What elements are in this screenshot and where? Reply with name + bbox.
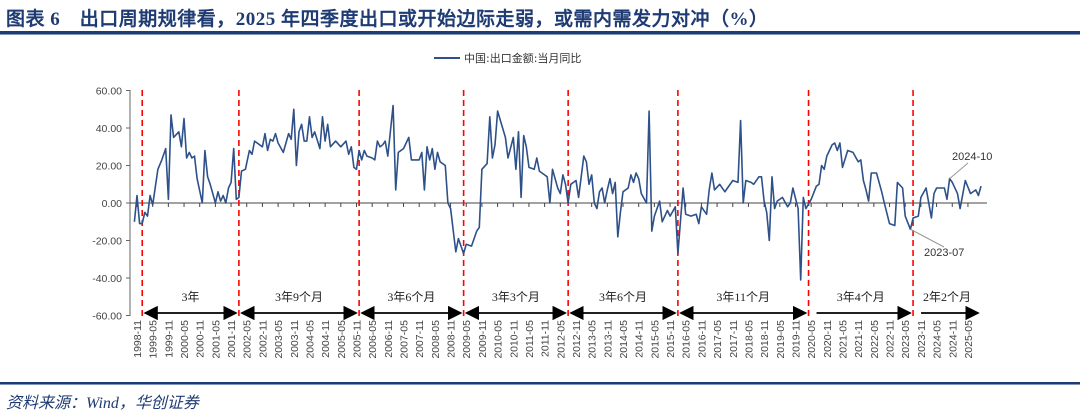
x-tick-label: 2017-11 [728,320,740,358]
cycle-span-label: 2年2个月 [923,290,971,304]
y-tick-label: -60.00 [92,311,122,323]
x-tick-label: 2014-11 [634,320,646,358]
source-note: 资料来源：Wind，华创证券 [6,395,199,412]
cycle-span-label: 3年3个月 [492,290,540,304]
x-tick-label: 2024-05 [932,320,944,359]
x-tick-label: 2018-11 [759,320,771,358]
x-tick-label: 2012-05 [555,320,567,359]
x-tick-label: 2024-11 [947,320,959,358]
x-tick-label: 2004-05 [304,320,316,359]
annotation-label: 2024-10 [952,151,992,163]
x-tick-label: 2020-05 [806,320,818,359]
x-tick-label: 1998-11 [132,320,144,358]
x-tick-label: 2008-11 [446,320,458,358]
cycle-span-label: 3年6个月 [599,290,647,304]
y-tick-label: 40.00 [96,123,122,135]
x-tick-label: 2019-05 [775,320,787,359]
x-tick-label: 2002-11 [257,320,269,358]
chart-title: 图表 6 出口周期规律看，2025 年四季度出口或开始边际走弱，或需内需发力对冲… [6,9,769,30]
x-tick-label: 2014-05 [618,320,630,359]
legend-label: 中国:出口金额:当月同比 [464,51,581,65]
x-tick-label: 2020-11 [822,320,834,358]
x-tick-label: 2011-11 [540,320,552,357]
x-tick-label: 2009-11 [477,320,489,358]
x-tick-label: 2023-05 [900,320,912,359]
x-tick-label: 2008-05 [430,320,442,359]
annotation-label: 2023-07 [924,247,964,259]
x-tick-label: 2018-05 [743,320,755,359]
x-tick-label: 2023-11 [916,320,928,358]
y-tick-label: 20.00 [96,161,122,173]
x-tick-label: 2022-11 [885,320,897,358]
x-tick-label: 2016-11 [696,320,708,358]
footer-divider [0,382,1080,385]
x-tick-label: 1999-05 [148,320,160,359]
x-tick-label: 2015-11 [665,320,677,358]
x-tick-label: 2010-11 [508,320,520,358]
cycle-span-label: 3年11个月 [716,290,770,304]
x-tick-label: 2025-05 [963,320,975,359]
annotation-leader [949,162,969,180]
cycle-span-label: 3年4个月 [837,290,885,304]
x-tick-label: 2012-11 [571,320,583,358]
x-tick-label: 2002-05 [242,320,254,359]
x-tick-label: 2010-05 [493,320,505,359]
x-tick-label: 2001-05 [210,320,222,359]
y-tick-label: 0.00 [102,198,123,210]
x-tick-label: 2005-11 [351,320,363,358]
x-tick-label: 2021-11 [853,320,865,358]
x-tick-label: 2003-11 [289,320,301,358]
x-tick-label: 1999-11 [163,320,175,358]
x-tick-label: 2005-05 [336,320,348,359]
cycle-span-label: 3年6个月 [387,290,435,304]
y-tick-label: -40.00 [92,273,122,285]
x-tick-label: 2021-05 [838,320,850,359]
y-tick-label: -20.00 [92,236,122,248]
x-tick-label: 2006-11 [383,320,395,358]
x-tick-label: 2007-11 [414,320,426,358]
annotation-leader [910,228,945,248]
cycle-span-label: 3年9个月 [275,290,323,304]
x-tick-label: 2019-11 [790,320,802,358]
x-tick-label: 2004-11 [320,320,332,358]
x-tick-label: 2015-05 [649,320,661,359]
x-tick-label: 2000-05 [179,320,191,359]
x-tick-label: 2016-05 [681,320,693,359]
x-tick-label: 2006-05 [367,320,379,359]
x-tick-label: 2007-05 [399,320,411,359]
x-tick-label: 2017-05 [712,320,724,359]
x-tick-label: 2013-11 [602,320,614,358]
x-tick-label: 2022-05 [869,320,881,359]
cycle-span-label: 3年 [182,290,200,304]
x-tick-label: 2003-05 [273,320,285,359]
title-divider [0,31,1080,35]
x-tick-label: 2000-11 [195,320,207,358]
x-tick-label: 2013-05 [587,320,599,359]
x-tick-label: 2009-05 [461,320,473,359]
x-tick-label: 2001-11 [226,320,238,358]
series-line-china-export-yoy [133,104,982,281]
y-tick-label: 60.00 [96,86,122,98]
x-tick-label: 2011-05 [524,320,536,358]
